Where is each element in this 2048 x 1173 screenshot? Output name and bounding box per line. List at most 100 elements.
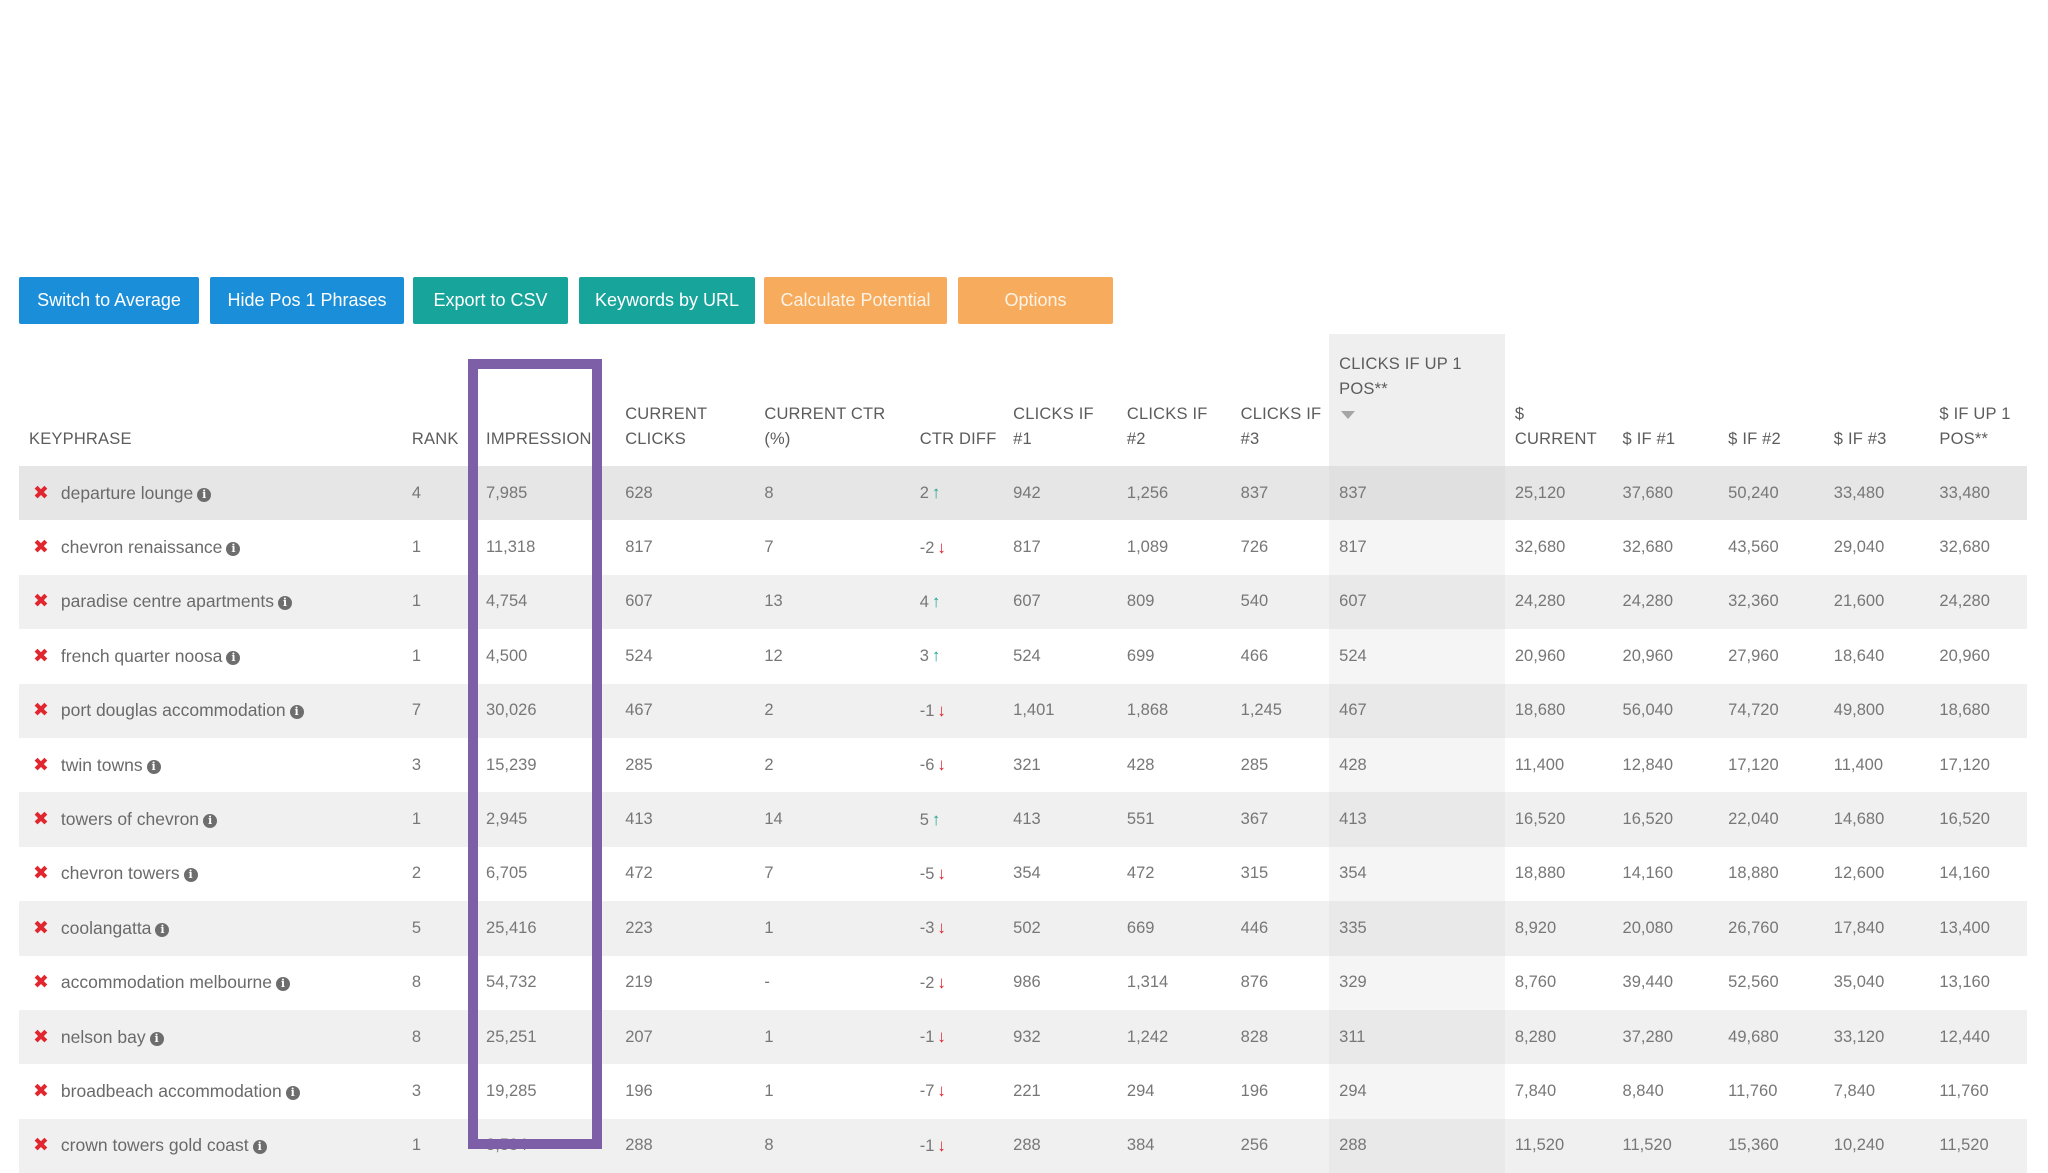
- clicks-if-1-cell: 354: [1003, 846, 1117, 902]
- delete-icon[interactable]: ✖: [33, 1135, 49, 1157]
- header-impressions[interactable]: IMPRESSIONS: [486, 430, 603, 448]
- delete-icon[interactable]: ✖: [33, 754, 49, 776]
- dollar-if-3-cell: 35,040: [1823, 955, 1930, 1010]
- info-icon[interactable]: i: [203, 814, 218, 829]
- calculate-potential-button[interactable]: Calculate Potential: [764, 277, 947, 324]
- keywords-by-url-button[interactable]: Keywords by URL: [579, 277, 755, 324]
- info-icon[interactable]: i: [226, 542, 241, 557]
- table-row[interactable]: ✖ port douglas accommodation i 7 30,026 467 2-…: [19, 683, 2027, 738]
- ctr-diff-cell: -1 ↓: [909, 1118, 1004, 1173]
- delete-icon[interactable]: ✖: [33, 972, 49, 994]
- clicks-if-up1-cell: 335: [1329, 901, 1505, 956]
- header-clicks-if-3[interactable]: CLICKS IF #3: [1240, 405, 1322, 448]
- delete-icon[interactable]: ✖: [33, 591, 49, 613]
- dollar-if-1-cell: 11,520: [1612, 1118, 1719, 1173]
- clicks-if-up1-cell: 467: [1329, 683, 1505, 738]
- table-row[interactable]: ✖ broadbeach accommodation i 3 19,285 196 1 -7 ↓…: [19, 1064, 2027, 1119]
- options-button[interactable]: Options: [958, 277, 1113, 324]
- table-row[interactable]: ✖ coolangatta i 5 25,416 223 1 -3 ↓ 502 669 446 335 8…: [19, 901, 2027, 956]
- info-icon[interactable]: i: [277, 596, 292, 611]
- table-row[interactable]: ✖ nelson bay i 8 25,251 207 1 -1 ↓ 932 1,242 828 311…: [19, 1009, 2027, 1065]
- info-icon[interactable]: i: [146, 759, 161, 774]
- keyphrase-cell: ✖ paradise centre apartments i: [19, 574, 402, 630]
- rank-cell: 5: [401, 901, 477, 956]
- dollar-if-up1-cell: 20,960: [1929, 629, 2027, 684]
- header-clicks-if-up1[interactable]: CLICKS IF UP 1 POS**: [1329, 334, 1505, 466]
- clicks-if-3-cell: 285: [1230, 737, 1330, 793]
- header-current-clicks[interactable]: CURRENT CLICKS: [625, 405, 707, 448]
- delete-icon[interactable]: ✖: [33, 537, 49, 559]
- current-clicks-cell: 628: [615, 466, 755, 521]
- header-dollar-if-1[interactable]: $ IF #1: [1622, 430, 1676, 448]
- dollar-if-up1-cell: 13,400: [1929, 901, 2027, 956]
- delete-icon[interactable]: ✖: [33, 809, 49, 831]
- clicks-if-up1-cell: 428: [1329, 737, 1505, 793]
- header-clicks-if-1[interactable]: CLICKS IF #1: [1013, 405, 1094, 448]
- header-dollar-if-up1[interactable]: $ IF UP 1 POS**: [1939, 405, 2011, 448]
- info-icon[interactable]: i: [276, 977, 291, 992]
- delete-icon[interactable]: ✖: [33, 482, 49, 504]
- table-row[interactable]: ✖ departure lounge i 4 7,985 628 8 2 ↑ 942 1,256 83…: [19, 466, 2027, 521]
- clicks-if-2-cell: 1,242: [1116, 1009, 1231, 1065]
- table-row[interactable]: ✖ french quarter noosa i 1 4,500 524 12 3 ↑ 524 69…: [19, 629, 2027, 684]
- info-icon[interactable]: i: [183, 868, 198, 883]
- dollar-if-2-cell: 43,560: [1718, 520, 1824, 575]
- table-row[interactable]: ✖ accommodation melbourne i 8 54,732 219- -2 ↓ 9…: [19, 955, 2027, 1010]
- arrow-down-icon: ↓: [937, 755, 946, 775]
- rank-cell: 1: [401, 574, 477, 630]
- impressions-cell: 3,584: [476, 1118, 616, 1173]
- info-icon[interactable]: i: [289, 705, 304, 720]
- info-icon[interactable]: i: [155, 922, 170, 937]
- hide-pos1-phrases-button[interactable]: Hide Pos 1 Phrases: [210, 277, 404, 324]
- info-icon[interactable]: i: [252, 1140, 267, 1155]
- keyphrase-cell: ✖ crown towers gold coast i: [19, 1118, 402, 1173]
- dollar-if-2-cell: 26,760: [1718, 901, 1824, 956]
- header-dollar-if-2[interactable]: $ IF #2: [1728, 430, 1781, 448]
- dollar-if-2-cell: 22,040: [1718, 792, 1824, 847]
- keyphrase-text: towers of chevron: [60, 809, 200, 830]
- header-ctr-diff[interactable]: CTR DIFF: [919, 430, 997, 448]
- table-row[interactable]: ✖ chevron renaissance i 1 11,318 817 7 -2 ↓ 817 1,…: [19, 520, 2027, 575]
- header-keyphrase[interactable]: KEYPHRASE: [29, 430, 132, 448]
- table-row[interactable]: ✖ towers of chevron i 1 2,945 413 14 5 ↑ 413 551 36…: [19, 792, 2027, 847]
- header-current-ctr[interactable]: CURRENT CTR (%): [764, 405, 886, 448]
- delete-icon[interactable]: ✖: [33, 863, 49, 885]
- info-icon[interactable]: i: [285, 1085, 300, 1100]
- clicks-if-3-cell: 540: [1230, 574, 1330, 630]
- header-dollar-current[interactable]: $ CURRENT: [1514, 405, 1597, 448]
- switch-to-average-button[interactable]: Switch to Average: [19, 277, 199, 324]
- dollar-if-up1-cell: 17,120: [1929, 737, 2027, 793]
- clicks-if-up1-cell: 288: [1329, 1118, 1505, 1173]
- table-row[interactable]: ✖ chevron towers i 2 6,705 472 7 -5 ↓ 354 472 315 35…: [19, 846, 2027, 902]
- keyphrase-text: chevron towers: [60, 863, 180, 884]
- delete-icon[interactable]: ✖: [33, 1080, 49, 1102]
- header-clicks-if-2[interactable]: CLICKS IF #2: [1126, 405, 1208, 448]
- delete-icon[interactable]: ✖: [33, 645, 49, 667]
- keyphrase-cell: ✖ nelson bay i: [19, 1009, 402, 1065]
- delete-icon[interactable]: ✖: [33, 700, 49, 722]
- impressions-cell: 6,705: [476, 846, 616, 902]
- dollar-current-cell: 11,400: [1504, 737, 1613, 793]
- table-row[interactable]: ✖ twin towns i 3 15,239 285 2 -6 ↓ 321 428 285 428 11…: [19, 737, 2027, 793]
- clicks-if-3-cell: 828: [1230, 1009, 1330, 1065]
- clicks-if-1-cell: 932: [1003, 1009, 1117, 1065]
- dollar-if-3-cell: 29,040: [1823, 520, 1930, 575]
- dollar-if-3-cell: 11,400: [1823, 737, 1930, 793]
- header-dollar-if-3[interactable]: $ IF #3: [1833, 430, 1887, 448]
- delete-icon[interactable]: ✖: [33, 1026, 49, 1048]
- info-icon[interactable]: i: [197, 487, 212, 502]
- keyphrase-text: french quarter noosa: [60, 645, 223, 666]
- table-row[interactable]: ✖ paradise centre apartments i 1 4,754 607 13 4…: [19, 574, 2027, 630]
- delete-icon[interactable]: ✖: [33, 917, 49, 939]
- arrow-down-icon: ↓: [937, 863, 946, 883]
- export-to-csv-button[interactable]: Export to CSV: [413, 277, 568, 324]
- header-rank[interactable]: RANK: [411, 430, 459, 448]
- ctr-diff-cell: -2 ↓: [909, 520, 1004, 575]
- table-row[interactable]: ✖ crown towers gold coast i 1 3,584 288 8 -1 ↓ 28…: [19, 1118, 2027, 1173]
- current-clicks-cell: 196: [615, 1064, 755, 1119]
- info-icon[interactable]: i: [226, 650, 241, 665]
- dollar-if-2-cell: 49,680: [1718, 1009, 1824, 1065]
- clicks-if-3-cell: 726: [1230, 520, 1330, 575]
- dollar-if-up1-cell: 16,520: [1929, 792, 2027, 847]
- info-icon[interactable]: i: [149, 1031, 164, 1046]
